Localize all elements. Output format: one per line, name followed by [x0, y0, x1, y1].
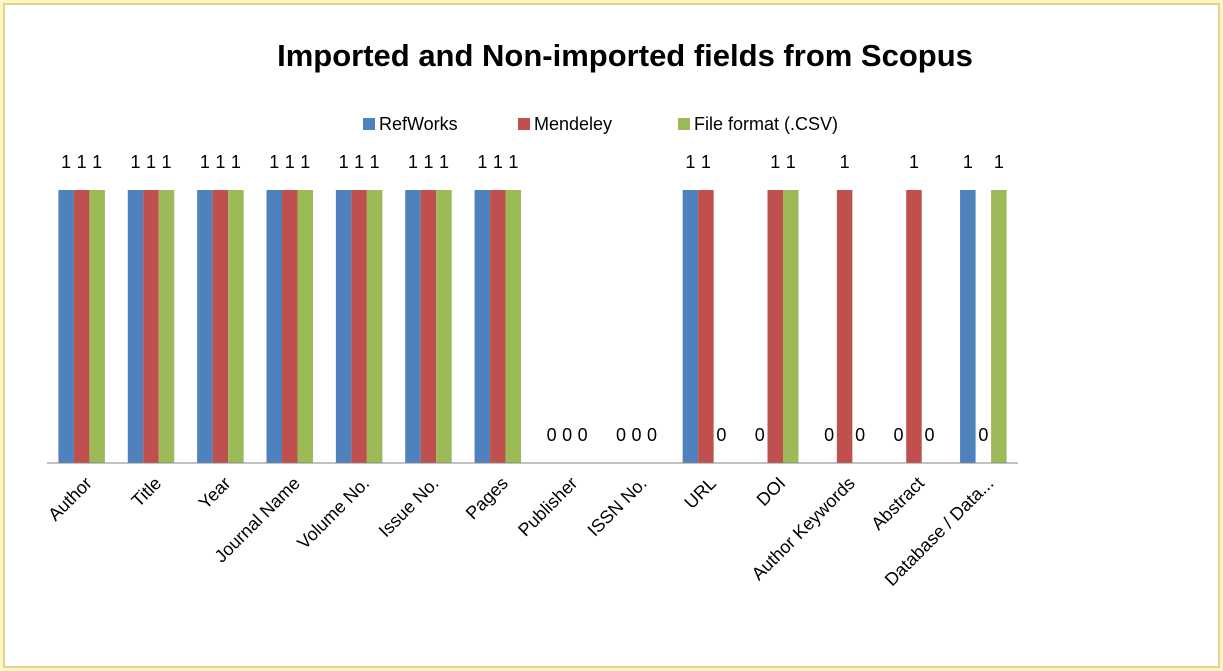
data-label: 1	[146, 152, 156, 172]
bar	[351, 190, 367, 463]
data-label: 1	[162, 152, 172, 172]
bar	[158, 190, 175, 463]
data-label: 0	[824, 425, 834, 445]
data-label: 1	[439, 152, 449, 172]
bar	[505, 190, 522, 463]
bar	[490, 190, 506, 463]
bar	[58, 190, 74, 463]
bar	[73, 190, 90, 463]
data-label: 1	[423, 152, 433, 172]
legend-label: File format (.CSV)	[694, 114, 838, 134]
legend-swatch	[363, 118, 375, 130]
bar	[266, 190, 282, 463]
bar	[836, 190, 853, 463]
bar	[682, 190, 699, 463]
data-label: 0	[647, 425, 657, 445]
data-label: 1	[786, 152, 796, 172]
bar	[143, 190, 159, 463]
bar	[212, 190, 229, 463]
data-label: 1	[701, 152, 711, 172]
data-label: 1	[300, 152, 310, 172]
bar	[991, 190, 1007, 463]
data-label: 0	[547, 425, 557, 445]
bar	[767, 190, 783, 463]
data-label: 0	[616, 425, 626, 445]
data-label: 1	[370, 152, 380, 172]
bar	[420, 190, 437, 463]
bar	[783, 190, 799, 463]
data-label: 0	[924, 425, 934, 445]
data-label: 1	[840, 152, 850, 172]
bar	[698, 190, 714, 463]
legend-swatch	[678, 118, 690, 130]
data-label: 1	[508, 152, 518, 172]
legend-label: Mendeley	[534, 114, 612, 134]
bar	[228, 190, 244, 463]
legend-swatch	[518, 118, 530, 130]
data-label: 1	[339, 152, 349, 172]
data-label: 1	[770, 152, 780, 172]
data-label: 0	[893, 425, 903, 445]
data-label: 0	[632, 425, 642, 445]
data-label: 1	[77, 152, 87, 172]
chart-title: Imported and Non-imported fields from Sc…	[277, 38, 973, 73]
bar	[906, 190, 922, 463]
data-label: 1	[215, 152, 225, 172]
bar	[197, 190, 213, 463]
bar	[89, 190, 105, 463]
data-label: 1	[231, 152, 241, 172]
chart-area	[3, 3, 1220, 668]
data-label: 0	[716, 425, 726, 445]
bar	[335, 190, 352, 463]
data-label: 1	[994, 152, 1004, 172]
data-label: 0	[755, 425, 765, 445]
bar	[405, 190, 421, 463]
data-label: 1	[92, 152, 102, 172]
bar	[127, 190, 144, 463]
bar	[474, 190, 491, 463]
data-label: 1	[269, 152, 279, 172]
data-label: 1	[963, 152, 973, 172]
bar	[282, 190, 298, 463]
bar	[436, 190, 452, 463]
data-label: 0	[562, 425, 572, 445]
bar	[297, 190, 313, 463]
bar	[366, 190, 383, 463]
data-label: 1	[493, 152, 503, 172]
data-label: 1	[131, 152, 141, 172]
data-label: 0	[578, 425, 588, 445]
data-label: 1	[685, 152, 695, 172]
data-label: 0	[855, 425, 865, 445]
data-label: 1	[61, 152, 71, 172]
data-label: 1	[408, 152, 418, 172]
data-label: 1	[354, 152, 364, 172]
legend-label: RefWorks	[379, 114, 458, 134]
data-label: 1	[909, 152, 919, 172]
bar	[960, 190, 976, 463]
data-label: 1	[285, 152, 295, 172]
data-label: 1	[200, 152, 210, 172]
data-label: 0	[978, 425, 988, 445]
data-label: 1	[477, 152, 487, 172]
